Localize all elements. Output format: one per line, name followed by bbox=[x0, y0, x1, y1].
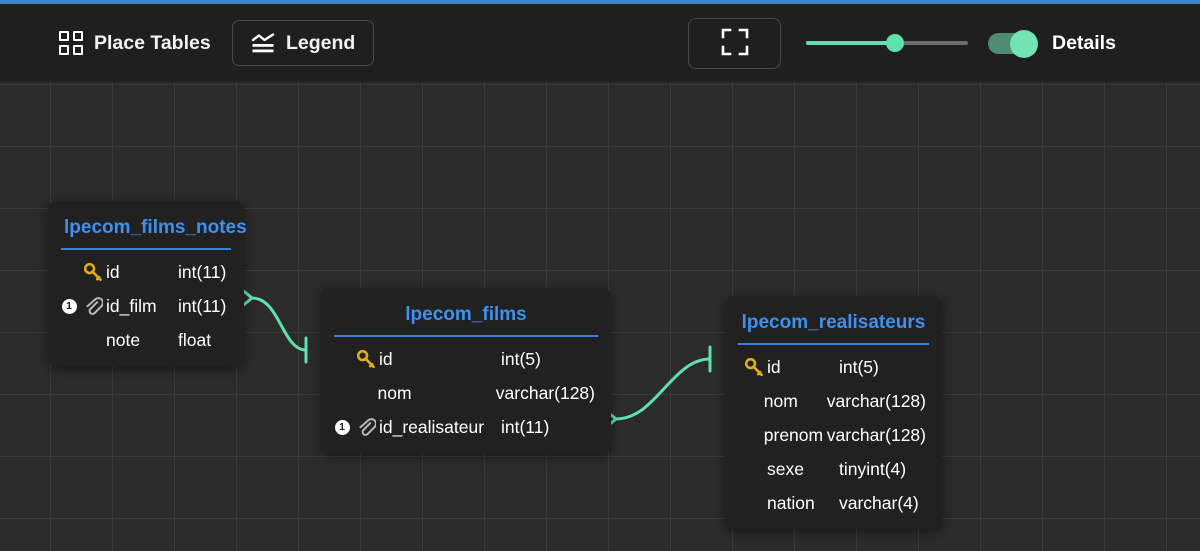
table-row[interactable]: prenom varchar(128) bbox=[725, 418, 942, 452]
column-type: varchar(4) bbox=[839, 492, 919, 513]
table-row[interactable]: id int(11) bbox=[48, 255, 244, 289]
column-name: id_film bbox=[106, 295, 157, 316]
column-type: int(11) bbox=[501, 416, 550, 437]
table-row[interactable]: nom varchar(128) bbox=[321, 376, 611, 410]
primary-key-icon bbox=[353, 349, 379, 369]
fullscreen-button[interactable] bbox=[688, 17, 781, 69]
column-name: note bbox=[106, 329, 141, 350]
place-tables-button[interactable]: Place Tables bbox=[44, 20, 226, 66]
column-type: float bbox=[178, 329, 212, 350]
table-row[interactable]: 1 id_realisateur int(11) bbox=[321, 410, 611, 444]
cardinality-badge: 1 bbox=[334, 419, 350, 435]
details-toggle-knob bbox=[1010, 30, 1038, 58]
place-tables-label: Place Tables bbox=[94, 31, 211, 54]
table-row[interactable]: id int(5) bbox=[321, 342, 611, 376]
row-badge: 1 bbox=[58, 298, 80, 314]
primary-key-icon bbox=[741, 357, 767, 377]
column-name: id bbox=[106, 261, 120, 282]
table-row[interactable]: sexe tinyint(4) bbox=[725, 452, 942, 486]
foreign-key-link-icon bbox=[80, 296, 106, 316]
column-type: tinyint(4) bbox=[839, 458, 907, 479]
table-title-rule bbox=[738, 343, 929, 345]
zoom-slider-fill bbox=[806, 41, 895, 45]
column-type: varchar(128) bbox=[826, 390, 926, 411]
table-node-lpecom_films[interactable]: lpecom_films id int(5) nom varch bbox=[321, 288, 611, 453]
column-name: nom bbox=[377, 382, 412, 403]
fullscreen-expand-icon bbox=[721, 28, 749, 59]
table-title: lpecom_realisateurs bbox=[741, 312, 926, 333]
column-name: nation bbox=[767, 492, 815, 513]
table-title: lpecom_films_notes bbox=[64, 217, 247, 238]
column-name: id bbox=[767, 356, 781, 377]
column-type: int(11) bbox=[178, 261, 227, 282]
column-name: nom bbox=[763, 390, 798, 411]
zoom-slider[interactable] bbox=[806, 32, 968, 54]
table-row[interactable]: nom varchar(128) bbox=[725, 384, 942, 418]
legend-chart-icon bbox=[251, 32, 275, 54]
grid-icon bbox=[59, 31, 83, 55]
table-row[interactable]: note float bbox=[48, 323, 244, 357]
details-toggle-switch[interactable] bbox=[988, 30, 1038, 58]
top-accent-bar bbox=[0, 0, 1200, 4]
table-row[interactable]: id int(5) bbox=[725, 350, 942, 384]
table-node-lpecom_films_notes[interactable]: lpecom_films_notes id int(11) 1 bbox=[48, 201, 247, 366]
column-name: id bbox=[379, 348, 393, 369]
details-toggle-label: Details bbox=[1052, 31, 1116, 54]
table-row[interactable]: 1 id_film int(11) bbox=[48, 289, 244, 323]
toolbar: Place Tables Legend bbox=[0, 4, 1200, 82]
column-type: varchar(128) bbox=[826, 424, 926, 445]
column-name: id_realisateur bbox=[379, 416, 485, 437]
legend-button[interactable]: Legend bbox=[232, 20, 375, 66]
column-type: int(5) bbox=[839, 356, 879, 377]
zoom-slider-thumb[interactable] bbox=[886, 34, 904, 52]
foreign-key-link-icon bbox=[353, 417, 379, 437]
column-type: int(11) bbox=[178, 295, 227, 316]
row-badge: 1 bbox=[331, 419, 353, 435]
cardinality-badge: 1 bbox=[61, 298, 77, 314]
table-title-rule bbox=[61, 248, 231, 250]
details-toggle[interactable]: Details bbox=[988, 30, 1116, 58]
table-title: lpecom_films bbox=[405, 304, 527, 325]
column-name: sexe bbox=[767, 458, 804, 479]
diagram-canvas[interactable]: lpecom_films_notes id int(11) 1 bbox=[0, 82, 1200, 551]
relation-edge-films_notes-films bbox=[238, 286, 308, 364]
table-row[interactable]: nation varchar(4) bbox=[725, 486, 942, 520]
table-node-lpecom_realisateurs[interactable]: lpecom_realisateurs id int(5) nom varcha… bbox=[725, 296, 942, 529]
column-name: prenom bbox=[763, 424, 824, 445]
table-title-rule bbox=[334, 335, 598, 337]
relation-edge-films-realisateurs bbox=[602, 345, 712, 431]
column-type: int(5) bbox=[501, 348, 541, 369]
primary-key-icon bbox=[80, 262, 106, 282]
legend-label: Legend bbox=[286, 31, 356, 54]
column-type: varchar(128) bbox=[495, 382, 595, 403]
